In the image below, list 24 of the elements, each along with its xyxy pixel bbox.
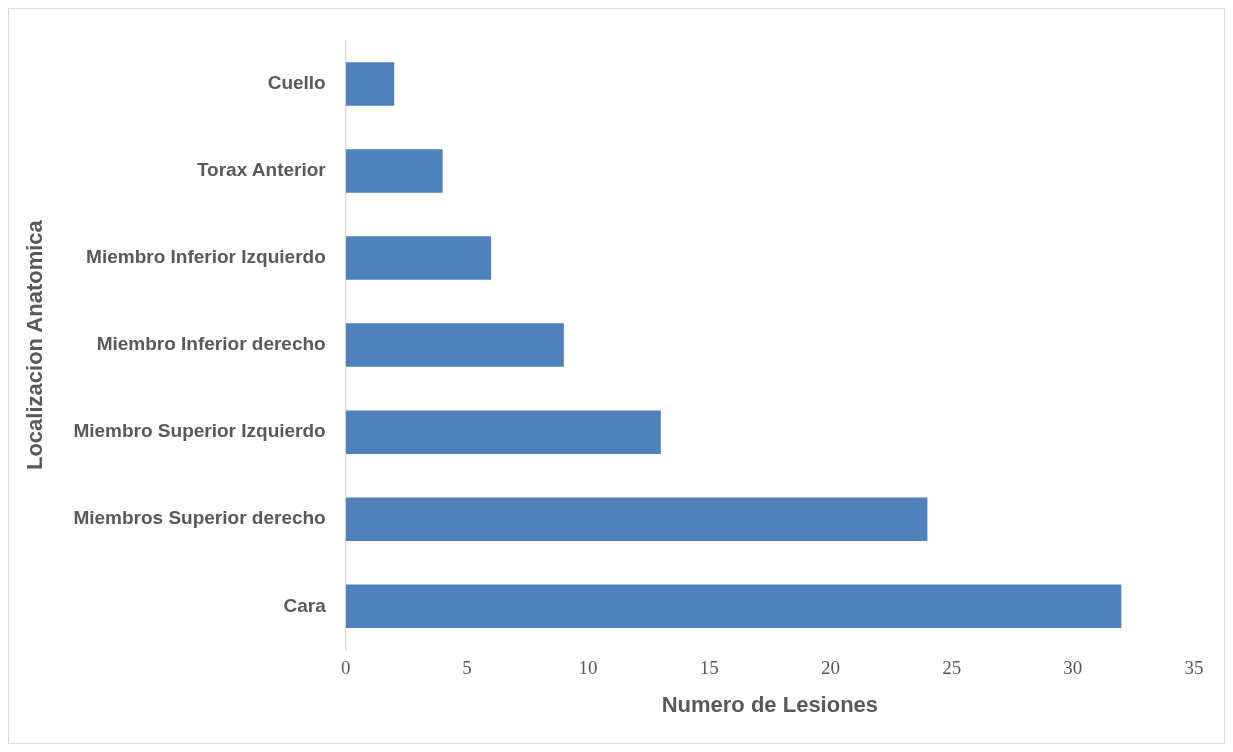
bar — [345, 149, 443, 193]
x-tick-label: 10 — [578, 657, 598, 679]
x-tick-label: 25 — [942, 657, 962, 679]
y-tick-label: Miembro Inferior Izquierdo — [86, 246, 326, 268]
x-tick-label: 35 — [1184, 657, 1204, 679]
bar — [345, 410, 661, 454]
bar — [345, 497, 928, 541]
bar — [345, 323, 564, 367]
y-tick-label: Miembro Inferior derecho — [96, 333, 326, 355]
y-axis-title: Localizacion Anatomica — [22, 219, 48, 471]
y-tick-label: Cara — [283, 594, 327, 616]
bar — [345, 62, 395, 106]
x-tick-label: 0 — [340, 657, 351, 679]
bar — [345, 236, 492, 280]
bar — [345, 584, 1122, 629]
y-tick-label: Cuello — [267, 72, 326, 94]
x-tick-label: 20 — [820, 657, 840, 679]
x-tick-label: 15 — [699, 657, 719, 679]
x-tick-label: 30 — [1063, 657, 1083, 679]
x-axis-title: Numero de Lesiones — [661, 691, 879, 717]
y-tick-label: Miembros Superior derecho — [73, 507, 326, 529]
y-tick-label: Torax Anterior — [196, 159, 327, 181]
x-tick-label: 5 — [462, 657, 472, 679]
y-tick-label: Miembro Superior Izquierdo — [73, 420, 326, 442]
